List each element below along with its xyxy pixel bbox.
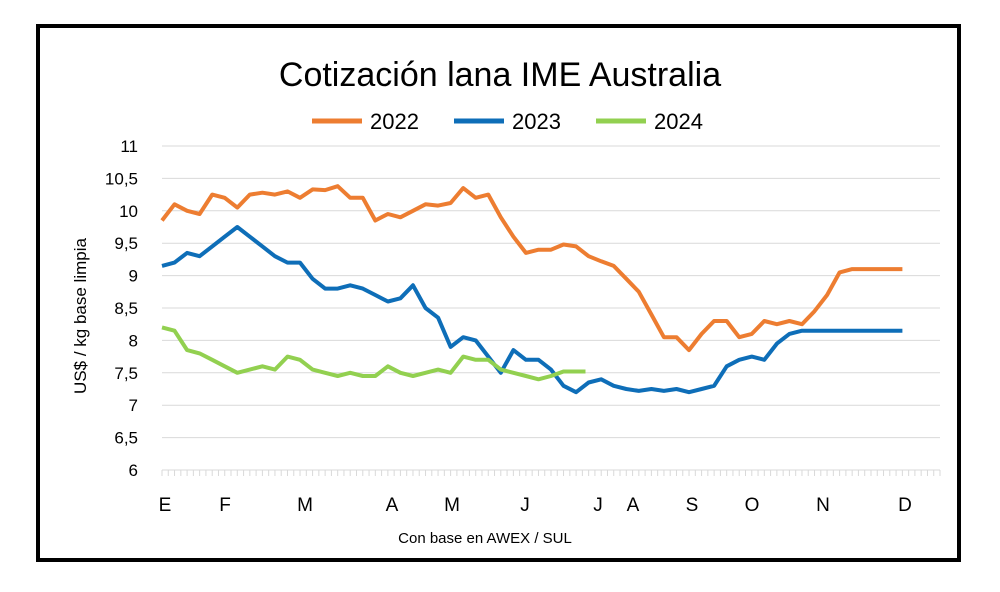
x-axis-label: Con base en AWEX / SUL	[398, 530, 572, 547]
series-line-2023	[161, 225, 903, 395]
y-tick-label: 9	[129, 267, 138, 286]
gridlines	[161, 145, 941, 476]
legend-label-2022: 2022	[370, 109, 419, 134]
y-tick-label: 11	[120, 137, 138, 156]
y-tick-label: 10	[119, 202, 138, 221]
x-tick-label: D	[898, 495, 912, 516]
y-tick-label: 8,5	[114, 299, 138, 318]
x-tick-label: S	[686, 495, 699, 516]
x-tick-label: J	[520, 495, 530, 516]
x-tick-label: J	[593, 495, 603, 516]
x-tick-label: A	[627, 495, 640, 516]
x-tick-label: O	[745, 495, 760, 516]
y-axis-label: US$ / kg base limpia	[71, 238, 90, 394]
y-tick-label: 9,5	[114, 234, 138, 253]
x-tick-label: E	[159, 495, 172, 516]
x-tick-label: M	[444, 495, 460, 516]
legend: 2022 2023 2024	[312, 109, 703, 134]
x-tick-label: M	[297, 495, 313, 516]
series-line-2024	[161, 325, 586, 382]
y-tick-label: 10,5	[105, 169, 138, 188]
y-tick-label: 6,5	[114, 429, 138, 448]
chart-svg: Cotización lana IME Australia 2022 2023 20…	[71, 56, 941, 547]
y-tick-label: 7,5	[114, 364, 138, 383]
x-tick-label: F	[219, 495, 231, 516]
chart-frame: Cotización lana IME Australia 2022 2023 20…	[36, 24, 961, 562]
y-tick-label: 7	[129, 396, 138, 415]
x-tick-label: A	[386, 495, 399, 516]
series-line-2022	[160, 184, 903, 353]
y-tick-label: 6	[129, 461, 138, 480]
y-tick-labels: 6 6,5 7 7,5 8 8,5 9 9,5 10 10,5 11	[105, 137, 138, 480]
series-lines	[160, 184, 903, 395]
x-tick-label: N	[816, 495, 830, 516]
chart-title: Cotización lana IME Australia	[279, 56, 721, 94]
legend-label-2024: 2024	[654, 109, 703, 134]
legend-label-2023: 2023	[512, 109, 561, 134]
y-tick-label: 8	[129, 331, 138, 350]
